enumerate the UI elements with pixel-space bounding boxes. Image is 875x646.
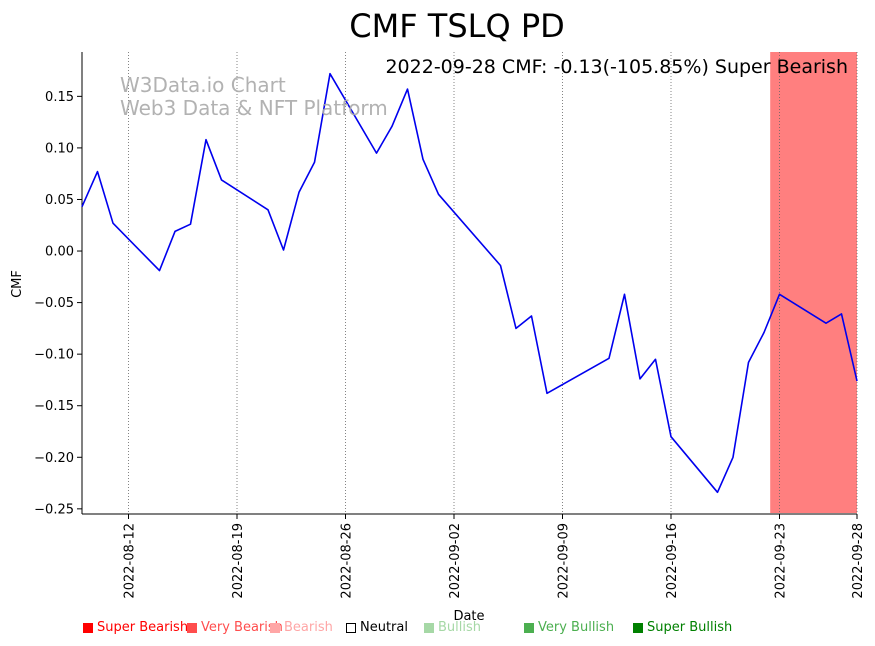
cmf-series-line	[81, 72, 858, 494]
y-tick-label: −0.25	[34, 502, 74, 517]
legend-item: Neutral	[346, 620, 408, 635]
chart-title: CMF TSLQ PD	[349, 7, 565, 45]
legend-label: Bullish	[438, 620, 482, 635]
legend-label: Very Bullish	[538, 620, 615, 635]
legend-label: Bearish	[284, 620, 333, 635]
x-tick-label: 2022-09-16	[665, 523, 680, 599]
y-tick-label: −0.20	[34, 451, 74, 466]
x-tick-label: 2022-09-28	[851, 523, 866, 599]
legend-swatch	[424, 622, 434, 633]
x-axis-label: Date	[453, 609, 484, 624]
legend-swatch	[346, 622, 356, 633]
legend-item: Bearish	[270, 620, 333, 635]
x-tick-label: 2022-09-09	[557, 523, 572, 599]
legend-swatch	[270, 622, 280, 633]
y-axis-label: CMF	[10, 270, 25, 298]
y-tick-label: 0.00	[45, 245, 74, 260]
legend: Super Bearish Very Bearish Bearish Neutral B…	[0, 620, 875, 640]
legend-swatch	[187, 622, 197, 633]
legend-item: Super Bullish	[633, 620, 732, 635]
watermark-line-2: Web3 Data & NFT Platform	[120, 96, 388, 120]
super-bearish-highlight	[770, 52, 857, 513]
x-tick-label: 2022-09-02	[448, 523, 463, 599]
legend-swatch	[83, 622, 93, 633]
y-tick-label: 0.10	[45, 141, 74, 156]
legend-label: Super Bullish	[647, 620, 733, 635]
legend-item: Bullish	[424, 620, 481, 635]
y-tick-label: −0.05	[34, 296, 74, 311]
x-tick-label: 2022-08-12	[123, 523, 138, 599]
x-tick-label: 2022-09-23	[774, 523, 789, 599]
legend-item: Super Bearish	[83, 620, 188, 635]
y-tick-label: −0.10	[34, 348, 74, 363]
legend-item: Very Bullish	[524, 620, 614, 635]
y-tick-label: −0.15	[34, 399, 74, 414]
legend-label: Very Bearish	[201, 620, 283, 635]
legend-swatch	[633, 622, 643, 633]
legend-item: Very Bearish	[187, 620, 283, 635]
legend-label: Super Bearish	[97, 620, 189, 635]
legend-swatch	[524, 622, 534, 633]
y-tick-label: 0.15	[45, 90, 74, 105]
watermark-line-1: W3Data.io Chart	[120, 73, 286, 97]
legend-label: Neutral	[360, 620, 408, 635]
chart-annotation: 2022-09-28 CMF: -0.13(-105.85%) Super Be…	[385, 56, 848, 78]
x-tick-label: 2022-08-26	[340, 523, 355, 599]
y-tick-label: 0.05	[45, 193, 74, 208]
x-tick-label: 2022-08-19	[231, 523, 246, 599]
